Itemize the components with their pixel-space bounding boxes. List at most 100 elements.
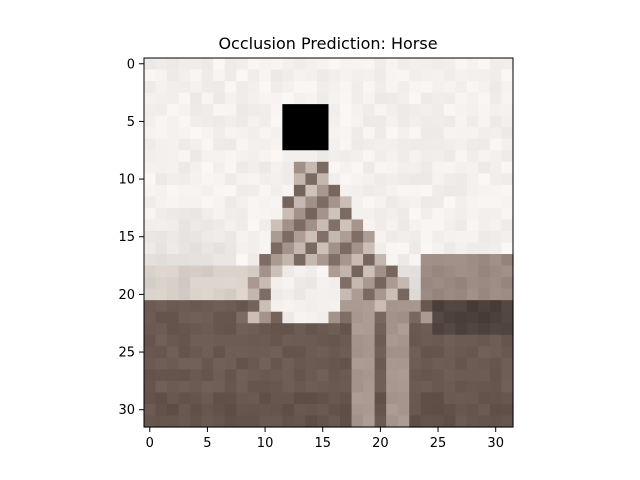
image-pixel (201, 173, 214, 186)
image-pixel (155, 242, 168, 255)
image-pixel (489, 184, 503, 197)
image-pixel (432, 369, 445, 382)
image-pixel (316, 92, 330, 105)
image-pixel (282, 403, 295, 417)
image-pixel (386, 219, 399, 232)
image-pixel (328, 196, 341, 209)
image-pixel (501, 288, 514, 301)
image-pixel (167, 254, 180, 267)
image-pixel (501, 357, 514, 370)
image-pixel (178, 415, 191, 428)
image-pixel (443, 357, 456, 370)
image-pixel (144, 323, 157, 336)
image-pixel (363, 207, 376, 221)
image-pixel (259, 242, 272, 255)
image-pixel (363, 403, 376, 417)
image-pixel (386, 127, 399, 140)
image-pixel (397, 219, 410, 232)
image-pixel (432, 161, 445, 174)
image-pixel (420, 415, 433, 428)
image-pixel (455, 184, 468, 197)
image-pixel (397, 311, 410, 324)
image-pixel (259, 58, 272, 71)
image-pixel (247, 115, 260, 128)
image-pixel (489, 207, 503, 221)
image-pixel (374, 230, 387, 244)
image-pixel (144, 173, 157, 186)
image-pixel (178, 334, 191, 347)
image-pixel (270, 311, 283, 324)
image-pixel (201, 230, 214, 244)
image-pixel (282, 173, 295, 186)
image-pixel (293, 150, 307, 163)
image-pixel (351, 403, 364, 417)
image-pixel (178, 380, 191, 394)
image-pixel (224, 127, 237, 140)
image-pixel (466, 369, 480, 382)
image-pixel (420, 138, 433, 151)
image-pixel (144, 69, 157, 82)
image-pixel (374, 392, 387, 405)
image-pixel (224, 92, 237, 105)
image-pixel (201, 207, 214, 221)
image-pixel (213, 415, 226, 428)
image-pixel (501, 219, 514, 232)
image-pixel (420, 265, 433, 278)
image-pixel (155, 58, 168, 71)
image-pixel (397, 288, 410, 301)
image-pixel (155, 219, 168, 232)
image-pixel (328, 230, 341, 244)
image-pixel (224, 207, 237, 221)
image-pixel (432, 81, 445, 94)
image-pixel (351, 230, 364, 244)
image-pixel (420, 334, 433, 347)
image-pixel (270, 242, 283, 255)
image-pixel (443, 300, 456, 313)
image-pixel (293, 92, 307, 105)
image-pixel (144, 127, 157, 140)
image-pixel (190, 254, 203, 267)
image-pixel (201, 69, 214, 82)
image-pixel (455, 81, 468, 94)
image-pixel (501, 415, 514, 428)
y-tick-label: 30 (118, 403, 135, 418)
image-pixel (293, 265, 307, 278)
image-pixel (178, 161, 191, 174)
image-pixel (386, 254, 399, 267)
image-pixel (363, 380, 376, 394)
image-pixel (443, 150, 456, 163)
image-pixel (432, 392, 445, 405)
image-pixel (340, 230, 353, 244)
image-pixel (374, 58, 387, 71)
image-pixel (328, 115, 341, 128)
image-pixel (316, 196, 330, 209)
image-pixel (363, 277, 376, 290)
image-pixel (409, 334, 422, 347)
image-pixel (144, 58, 157, 71)
image-pixel (178, 300, 191, 313)
image-pixel (397, 265, 410, 278)
image-pixel (282, 323, 295, 336)
image-pixel (420, 92, 433, 105)
image-pixel (363, 69, 376, 82)
image-pixel (259, 184, 272, 197)
image-pixel (155, 127, 168, 140)
image-pixel (443, 277, 456, 290)
image-pixel (224, 380, 237, 394)
image-pixel (270, 403, 283, 417)
image-pixel (409, 207, 422, 221)
image-pixel (478, 81, 491, 94)
image-pixel (247, 81, 260, 94)
image-pixel (374, 323, 387, 336)
image-pixel (328, 300, 341, 313)
image-pixel (489, 380, 503, 394)
image-pixel (247, 265, 260, 278)
image-pixel (328, 81, 341, 94)
image-pixel (270, 277, 283, 290)
image-pixel (190, 81, 203, 94)
image-pixel (293, 161, 307, 174)
image-pixel (270, 288, 283, 301)
image-pixel (409, 69, 422, 82)
image-pixel (213, 161, 226, 174)
image-pixel (190, 415, 203, 428)
